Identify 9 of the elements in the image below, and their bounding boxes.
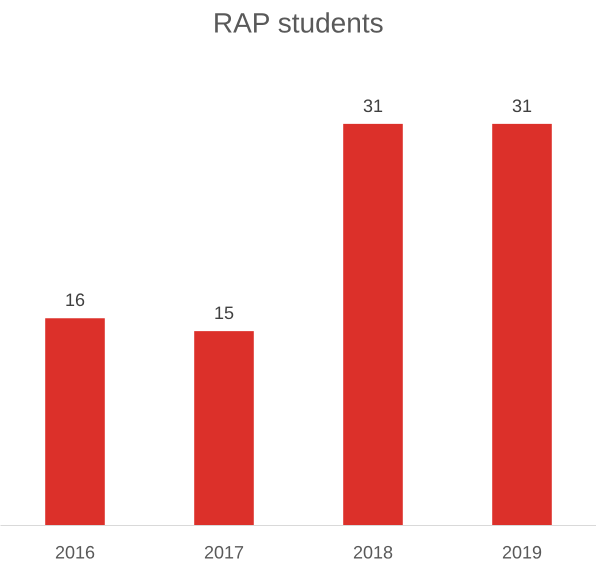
x-tick-label: 2016	[54, 542, 96, 561]
data-label: 31	[362, 96, 384, 116]
data-label: 31	[512, 96, 532, 116]
data-label: 16	[64, 290, 86, 310]
chart-title: RAP students	[212, 8, 384, 38]
x-tick-label: 2017	[204, 542, 244, 561]
data-label: 15	[214, 303, 234, 324]
x-tick-label: 2019	[502, 542, 542, 561]
x-tick-label: 2018	[352, 542, 394, 561]
